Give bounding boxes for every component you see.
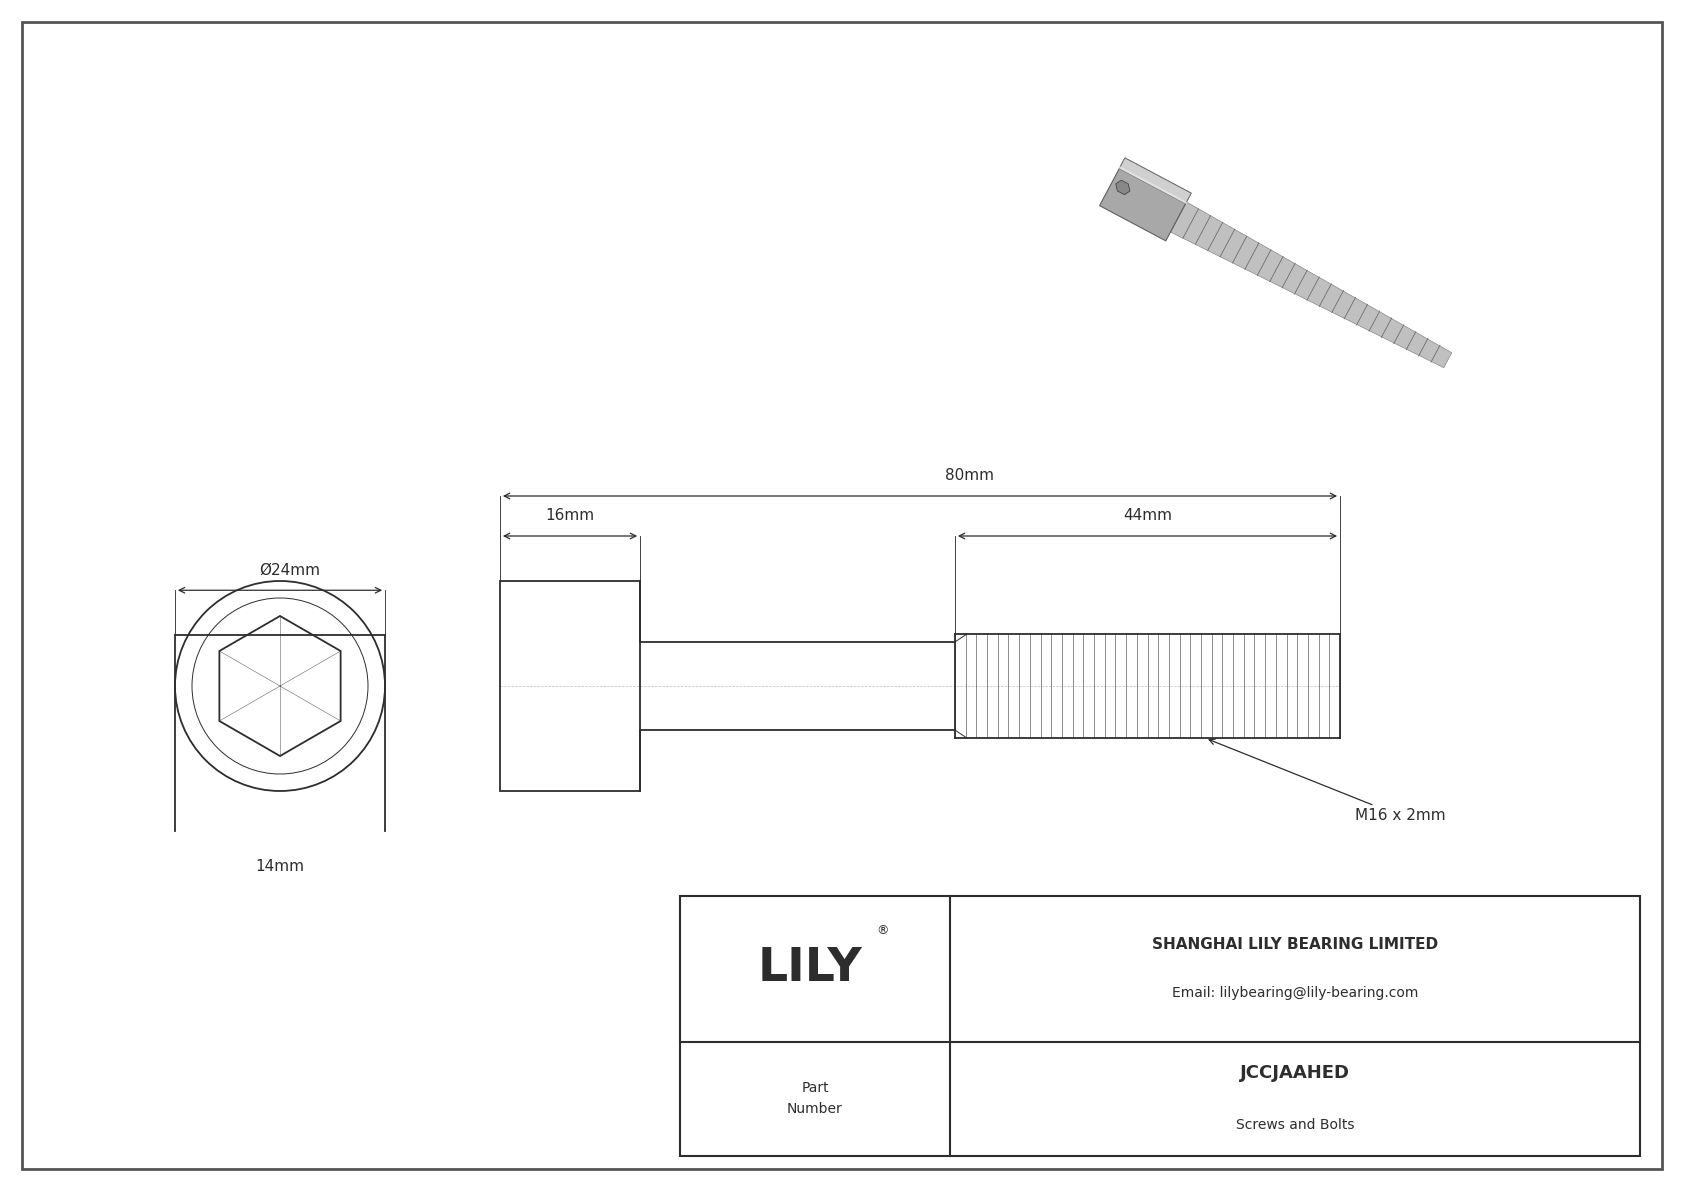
Text: 44mm: 44mm	[1123, 509, 1172, 523]
Text: Ø24mm: Ø24mm	[259, 562, 320, 578]
Text: Part
Number: Part Number	[786, 1081, 844, 1116]
Text: LILY: LILY	[758, 947, 862, 991]
Polygon shape	[1120, 158, 1191, 204]
Polygon shape	[1170, 202, 1452, 368]
Text: Email: lilybearing@lily-bearing.com: Email: lilybearing@lily-bearing.com	[1172, 986, 1418, 999]
Text: ®: ®	[877, 924, 889, 937]
Polygon shape	[1100, 158, 1191, 241]
Text: Screws and Bolts: Screws and Bolts	[1236, 1118, 1354, 1131]
Text: JCCJAAHED: JCCJAAHED	[1239, 1064, 1351, 1081]
Text: 16mm: 16mm	[546, 509, 594, 523]
Text: M16 x 2mm: M16 x 2mm	[1209, 740, 1445, 823]
Polygon shape	[1116, 180, 1130, 194]
Text: SHANGHAI LILY BEARING LIMITED: SHANGHAI LILY BEARING LIMITED	[1152, 937, 1438, 953]
Text: 80mm: 80mm	[945, 468, 995, 484]
Text: 14mm: 14mm	[256, 859, 305, 874]
Bar	[500, 581, 640, 791]
Bar	[680, 896, 1640, 1156]
